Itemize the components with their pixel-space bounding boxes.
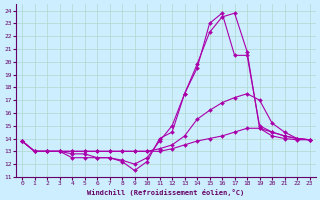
- X-axis label: Windchill (Refroidissement éolien,°C): Windchill (Refroidissement éolien,°C): [87, 189, 244, 196]
